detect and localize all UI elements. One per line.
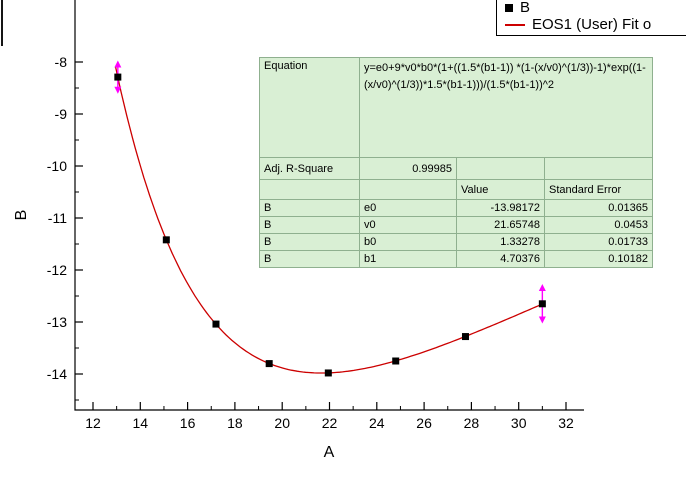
y-tick-label: -11 xyxy=(48,210,67,226)
x-tick-label: 20 xyxy=(274,415,290,431)
data-point-marker xyxy=(538,300,546,308)
param-cell: e0 xyxy=(359,199,457,217)
legend-fitline-icon xyxy=(505,23,525,26)
value-cell: 4.70376 xyxy=(456,250,545,268)
table-header-row: Value Standard Error xyxy=(259,179,653,200)
y-tick-label: -9 xyxy=(55,106,68,122)
x-tick-label: 16 xyxy=(180,415,196,431)
window-border-fragment xyxy=(1,0,3,46)
value-cell: 21.65748 xyxy=(456,216,545,234)
legend-item-scatter: B xyxy=(505,0,686,16)
table-row: B b1 4.70376 0.10182 xyxy=(259,250,653,268)
table-row: B e0 -13.98172 0.01365 xyxy=(259,199,653,217)
y-axis-title: B xyxy=(13,210,30,221)
x-tick-label: 30 xyxy=(511,415,527,431)
y-tick-label: -8 xyxy=(55,54,68,70)
table-row: B v0 21.65748 0.0453 xyxy=(259,216,653,234)
x-tick-label: 14 xyxy=(133,415,149,431)
series-cell: B xyxy=(259,233,360,251)
r-square-row: Adj. R-Square 0.99985 xyxy=(259,157,653,180)
value-cell: 1.33278 xyxy=(456,233,545,251)
x-tick-label: 26 xyxy=(416,415,432,431)
legend-box[interactable]: B EOS1 (User) Fit o xyxy=(496,0,686,36)
x-tick-label: 18 xyxy=(227,415,243,431)
value-cell: -13.98172 xyxy=(456,199,545,217)
legend-item-fit: EOS1 (User) Fit o xyxy=(505,16,686,33)
error-cell: 0.01365 xyxy=(544,199,653,217)
table-row: B b0 1.33278 0.01733 xyxy=(259,233,653,251)
error-column-header: Standard Error xyxy=(544,179,653,200)
error-cell: 0.0453 xyxy=(544,216,653,234)
error-cell: 0.10182 xyxy=(544,250,653,268)
error-arrowhead-down-icon xyxy=(538,316,546,324)
value-column-header: Value xyxy=(456,179,545,200)
y-tick-label: -14 xyxy=(47,366,67,382)
legend-square-marker-icon xyxy=(505,3,513,12)
empty-cell xyxy=(544,157,653,180)
equation-label: Equation xyxy=(259,57,360,158)
error-arrowhead-down-icon xyxy=(114,86,122,94)
axis-frame xyxy=(74,0,584,411)
legend-series-label: B xyxy=(520,0,531,16)
empty-cell xyxy=(359,179,457,200)
error-arrowhead-up-icon xyxy=(538,284,546,292)
param-cell: b1 xyxy=(359,250,457,268)
y-tick-label: -13 xyxy=(47,314,67,330)
data-point-marker xyxy=(265,360,273,368)
r-square-label: Adj. R-Square xyxy=(259,157,360,180)
x-tick-label: 22 xyxy=(322,415,338,431)
data-point-marker xyxy=(212,320,220,328)
x-tick-label: 24 xyxy=(369,415,385,431)
series-cell: B xyxy=(259,250,360,268)
param-cell: b0 xyxy=(359,233,457,251)
data-point-marker xyxy=(324,369,332,377)
data-point-marker xyxy=(392,357,400,365)
data-point-marker xyxy=(162,236,170,244)
series-cell: B xyxy=(259,199,360,217)
error-arrowhead-up-icon xyxy=(114,60,122,68)
r-square-value: 0.99985 xyxy=(359,157,457,180)
data-point-marker xyxy=(461,333,469,341)
equation-row: Equation y=e0+9*v0*b0*(1+((1.5*(b1-1)) *… xyxy=(259,57,653,158)
equation-text: y=e0+9*v0*b0*(1+((1.5*(b1-1)) *(1-(x/v0)… xyxy=(359,57,653,158)
empty-cell xyxy=(259,179,360,200)
error-cell: 0.01733 xyxy=(544,233,653,251)
x-tick-label: 32 xyxy=(558,415,574,431)
fit-results-table[interactable]: Equation y=e0+9*v0*b0*(1+((1.5*(b1-1)) *… xyxy=(259,57,653,268)
x-tick-label: 28 xyxy=(464,415,480,431)
x-tick-label: 12 xyxy=(85,415,101,431)
x-axis-title: A xyxy=(324,444,335,461)
y-tick-label: -10 xyxy=(47,158,67,174)
param-cell: v0 xyxy=(359,216,457,234)
y-tick-label: -12 xyxy=(47,262,67,278)
series-cell: B xyxy=(259,216,360,234)
data-point-marker xyxy=(114,73,122,81)
empty-cell xyxy=(456,157,545,180)
legend-fit-label: EOS1 (User) Fit o xyxy=(532,16,652,33)
